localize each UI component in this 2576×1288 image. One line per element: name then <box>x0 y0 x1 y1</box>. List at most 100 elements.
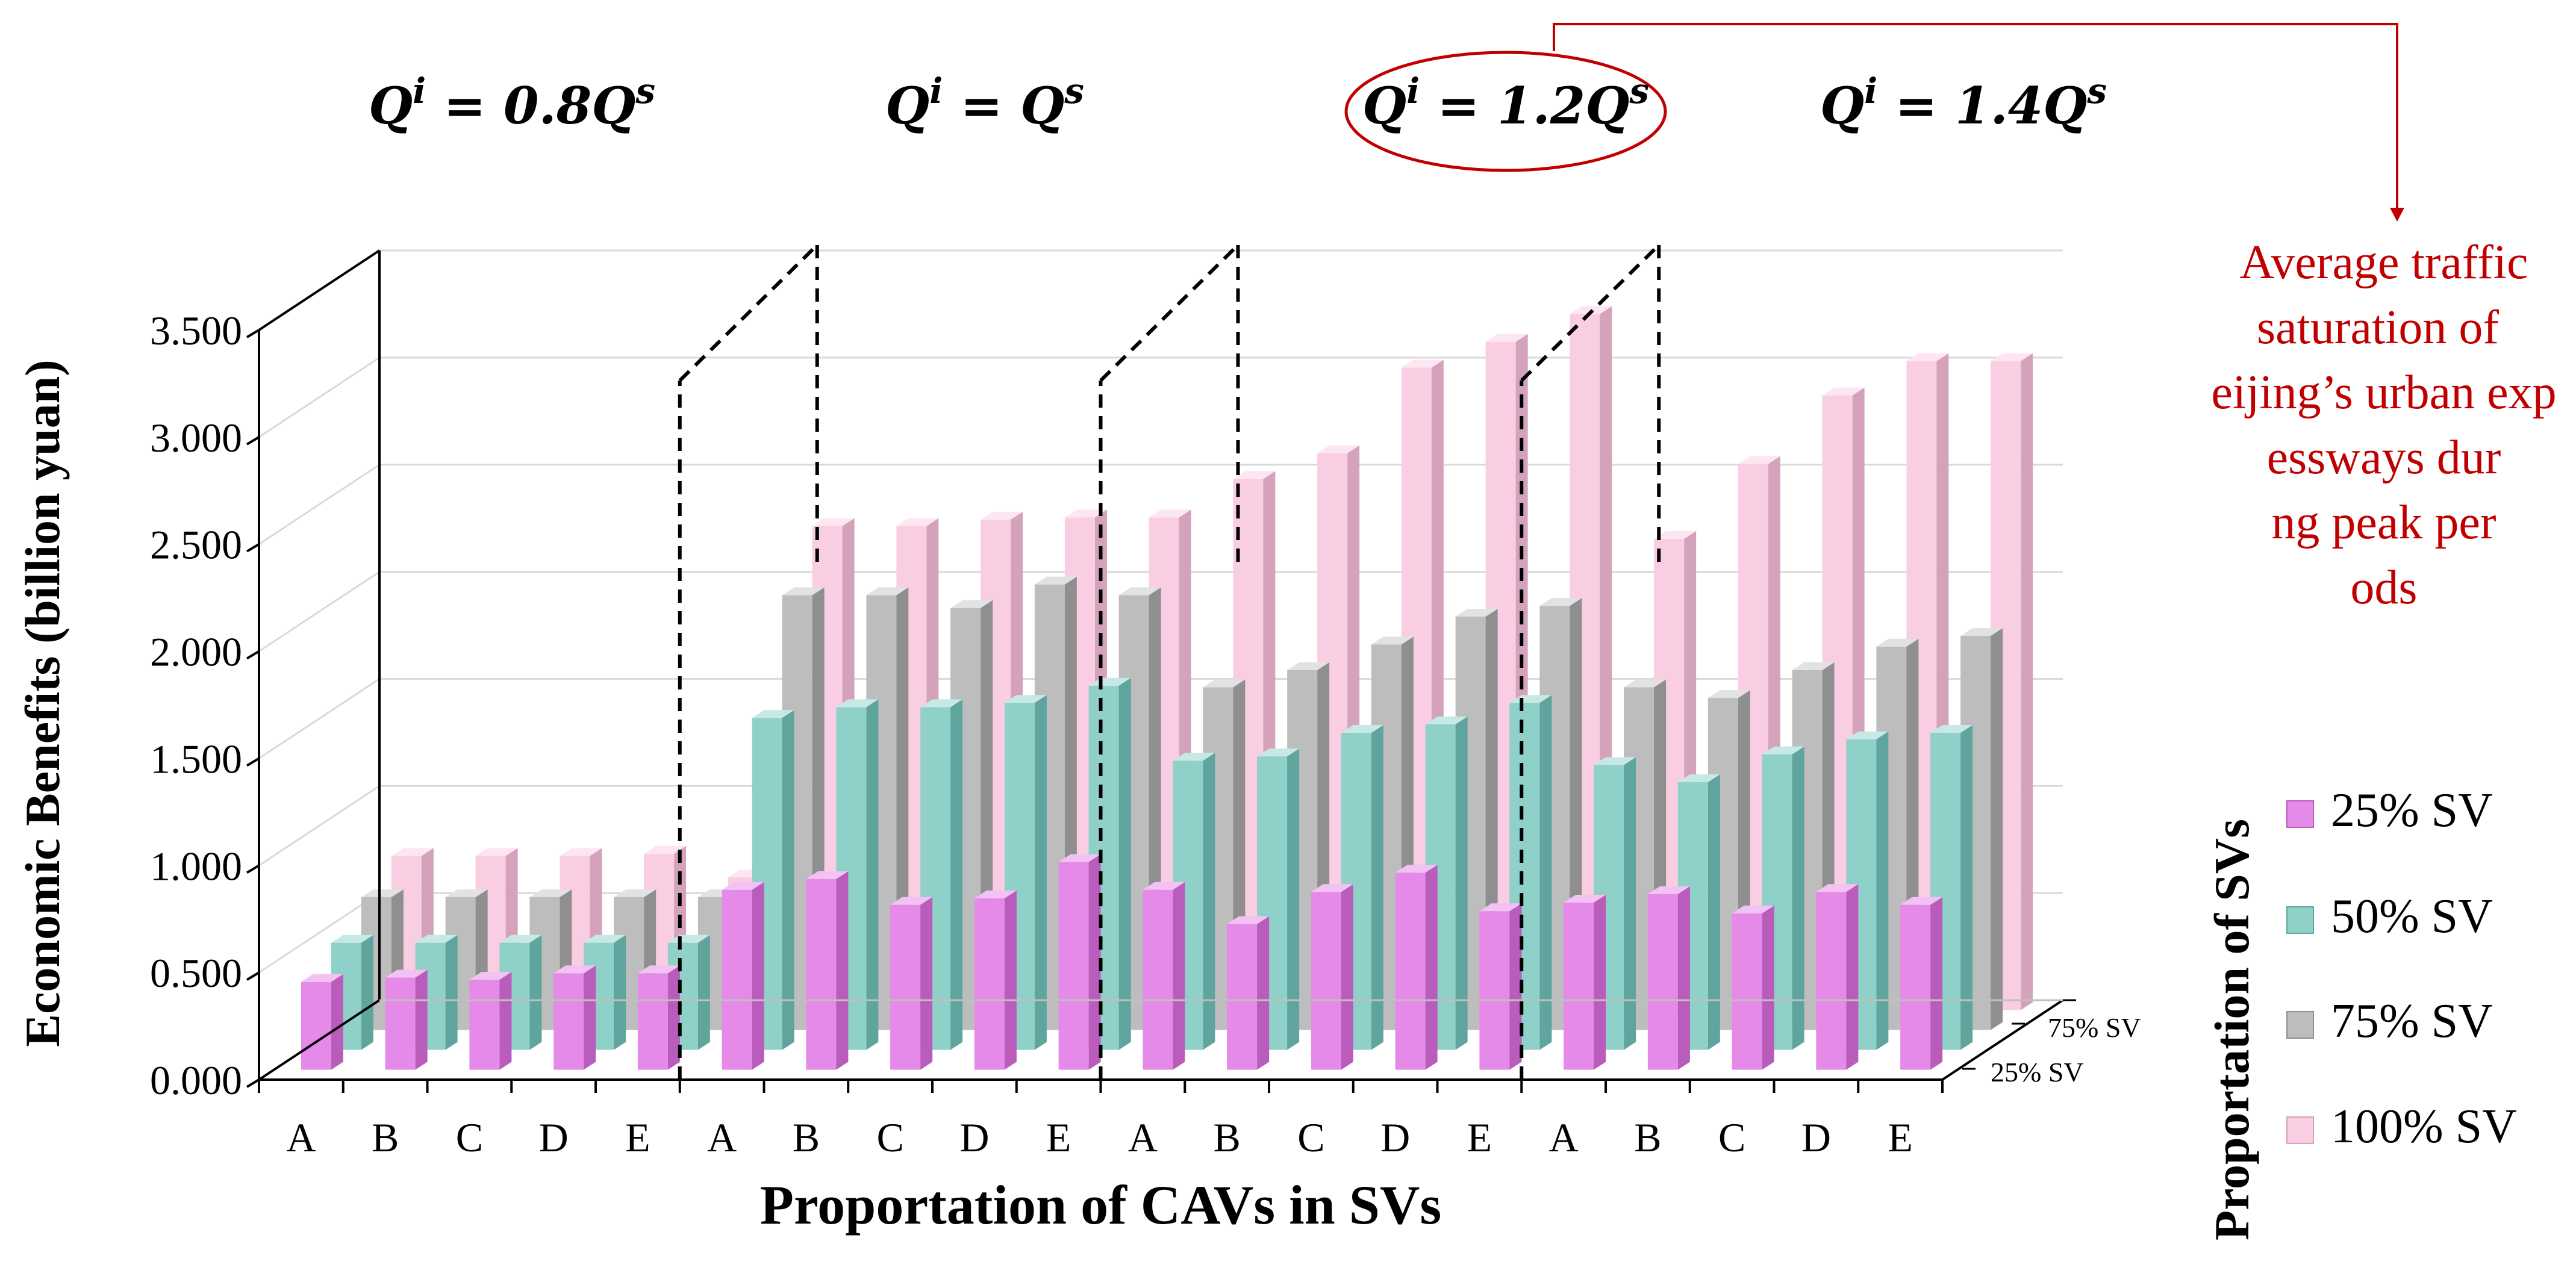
depth-label: 75% SV <box>2048 1012 2141 1043</box>
x-tick-label: D <box>1380 1115 1410 1160</box>
bar-side <box>1876 731 1889 1050</box>
bar-side <box>1203 753 1215 1050</box>
x-tick-label: E <box>1046 1115 1071 1160</box>
bar-top <box>1564 895 1606 903</box>
group-header: Qi = Qs <box>885 70 1084 135</box>
bar-top <box>920 699 963 708</box>
bar-top <box>950 600 993 608</box>
bar <box>806 871 849 1070</box>
bar-side <box>1173 882 1185 1070</box>
y-tick-label: 0.000 <box>150 1057 242 1103</box>
bar-top <box>1822 387 1865 396</box>
bar-top <box>1257 748 1300 757</box>
y-tick-label: 2.000 <box>150 629 242 675</box>
bar-top <box>614 889 656 897</box>
x-tick-label: A <box>707 1115 737 1160</box>
y-tick-label: 1.000 <box>150 843 242 889</box>
gridline-side <box>258 785 380 866</box>
bar-side <box>1088 854 1101 1070</box>
bar <box>385 969 428 1070</box>
bar-top <box>469 972 512 980</box>
bar-side <box>1341 884 1353 1070</box>
bar-front <box>1058 862 1089 1070</box>
bar-front <box>1732 913 1762 1070</box>
bar-side <box>1624 757 1636 1050</box>
group-divider <box>1099 243 1240 382</box>
bar-top <box>385 969 428 978</box>
bar-side <box>697 935 710 1050</box>
bar <box>974 890 1017 1070</box>
bar-top <box>554 965 596 974</box>
bar-side <box>584 965 596 1070</box>
bar-top <box>836 699 879 708</box>
bar-top <box>391 848 434 856</box>
bar-side <box>1707 774 1720 1050</box>
bar <box>1227 916 1270 1070</box>
bar <box>1395 865 1438 1070</box>
legend-label: 50% SV <box>2331 890 2493 943</box>
y-tick-label: 2.500 <box>150 522 242 568</box>
bar-side <box>836 871 849 1070</box>
bar <box>469 972 512 1070</box>
bar-top <box>974 890 1017 898</box>
bar-top <box>1371 636 1414 645</box>
x-tick-label: B <box>1213 1115 1240 1160</box>
bar <box>1479 903 1522 1070</box>
bar-side <box>2021 353 2033 1010</box>
bar-side <box>1509 903 1522 1070</box>
y-tick <box>246 757 260 767</box>
bar-top <box>644 845 687 854</box>
y-tick <box>246 864 260 874</box>
bar-top <box>1594 757 1636 765</box>
gridline-side <box>258 356 380 438</box>
bar-top <box>637 965 680 974</box>
bar <box>1058 854 1101 1070</box>
bar-side <box>529 935 542 1050</box>
bar-top <box>1647 886 1690 894</box>
bar-side <box>1539 695 1552 1050</box>
annotation-text: Average traffic saturation of eijing’s ur… <box>2211 236 2556 614</box>
y-tick <box>246 650 260 660</box>
bar-top <box>1311 884 1353 892</box>
bar-side <box>1792 746 1804 1050</box>
bar-side <box>361 935 373 1050</box>
bar <box>554 965 596 1070</box>
bar <box>1930 725 1973 1050</box>
bar <box>1564 895 1606 1070</box>
bar-top <box>1395 865 1438 873</box>
bar-top <box>1960 627 2003 636</box>
bar-front <box>890 904 921 1070</box>
bar-side <box>1930 897 1943 1070</box>
group-header: Qi = 1.4Qs <box>1820 70 2107 135</box>
y-tick-label: 0.500 <box>150 950 242 996</box>
bar-top <box>890 897 933 905</box>
bar-side <box>866 699 879 1050</box>
bar-top <box>331 935 373 943</box>
bar-front <box>1143 889 1173 1070</box>
bar-top <box>981 511 1023 520</box>
chart-text: 0.000 0.500 1.000 1.500 2.000 2.500 3.000 3.500… <box>15 70 2557 1240</box>
bar-top <box>782 587 825 596</box>
bar-top <box>584 935 626 943</box>
bar <box>301 974 343 1070</box>
bar-top <box>1732 905 1774 913</box>
bar-side <box>1846 884 1859 1070</box>
x-tick-label: D <box>959 1115 989 1160</box>
x-tick-label: A <box>1549 1115 1579 1160</box>
bar-top <box>1906 353 1949 361</box>
bar-front <box>637 973 668 1070</box>
bar <box>722 882 764 1070</box>
bar-front <box>974 898 1005 1070</box>
bar-front <box>301 982 331 1070</box>
callout-line <box>1553 23 2398 211</box>
bar-top <box>1816 884 1859 892</box>
highlight-ellipse <box>1344 51 1667 172</box>
y-tick-label: 3.000 <box>150 415 242 461</box>
bar-top <box>896 518 939 526</box>
group-header: Qi = 1.2Qs <box>1362 70 1649 135</box>
bar-side <box>415 969 428 1070</box>
x-tick-label: B <box>1634 1115 1661 1160</box>
x-tick-label: C <box>1718 1115 1745 1160</box>
bar-top <box>1455 608 1498 617</box>
